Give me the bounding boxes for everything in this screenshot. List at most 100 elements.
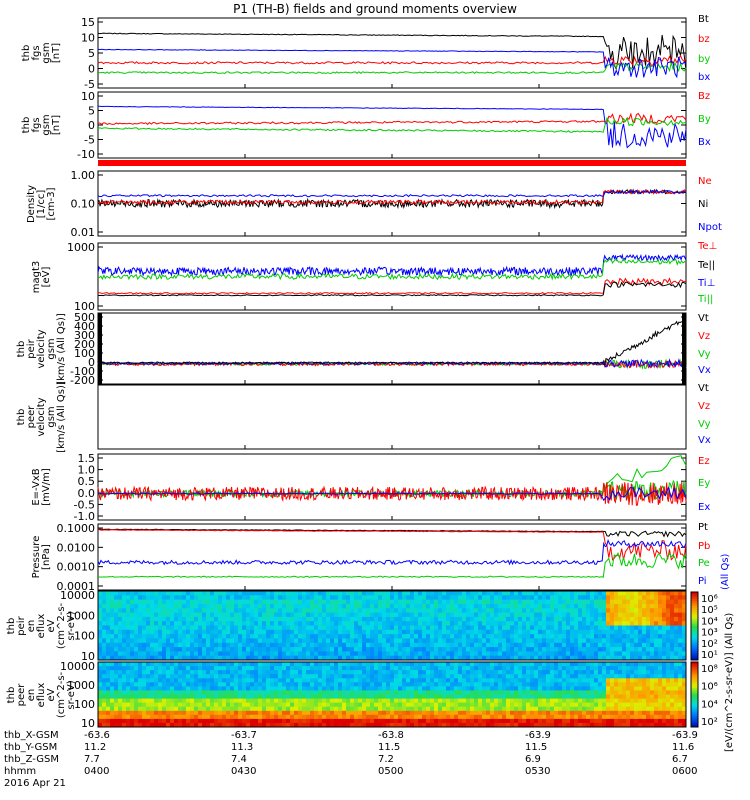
spectrogram-cell xyxy=(182,670,187,675)
spectrogram-cell xyxy=(518,621,523,626)
spectrogram-cell xyxy=(578,612,583,618)
spectrogram-cell xyxy=(438,674,443,679)
series-Pb xyxy=(98,529,687,561)
spectrogram-cell xyxy=(438,722,443,728)
spectrogram-cell xyxy=(354,706,359,712)
spectrogram-cell xyxy=(122,634,127,639)
spectrogram-cell xyxy=(490,666,495,671)
spectrogram-cell xyxy=(562,634,567,639)
spectrogram-cell xyxy=(150,634,155,639)
spectrogram-cell xyxy=(258,698,263,704)
spectrogram-cell xyxy=(674,621,679,626)
spectrogram-cell xyxy=(606,670,611,675)
spectrogram-cell xyxy=(418,706,423,712)
spectrogram-cell xyxy=(470,651,475,657)
spectrogram-cell xyxy=(494,603,499,609)
spectrogram-cell xyxy=(302,662,307,667)
spectrogram-cell xyxy=(178,702,183,708)
spectrogram-cell xyxy=(454,698,459,704)
spectrogram-cell xyxy=(638,603,643,609)
spectrogram-cell xyxy=(114,722,119,728)
spectrogram-cell xyxy=(638,591,643,596)
spectrogram-cell xyxy=(150,686,155,691)
spectrogram-cell xyxy=(430,638,435,644)
spectrogram-cell xyxy=(122,625,127,631)
spectrogram-cell xyxy=(330,612,335,618)
spectrogram-cell xyxy=(502,647,507,652)
spectrogram-cell xyxy=(130,655,135,661)
spectrogram-cell xyxy=(150,616,155,622)
spectrogram-cell xyxy=(186,634,191,639)
spectrogram-cell xyxy=(510,608,515,614)
spectrogram-cell xyxy=(650,718,655,724)
spectrogram-cell xyxy=(582,616,587,622)
spectrogram-cell xyxy=(234,702,239,708)
y-tick-label: 5 xyxy=(88,105,95,118)
spectrogram-cell xyxy=(174,638,179,644)
spectrogram-cell xyxy=(598,655,603,661)
spectrogram-cell xyxy=(554,599,559,605)
spectrogram-cell xyxy=(302,682,307,687)
spectrogram-cell xyxy=(490,625,495,631)
spectrogram-cell xyxy=(618,714,623,720)
spectrogram-cell xyxy=(242,718,247,724)
spectrogram-cell xyxy=(286,647,291,652)
spectrogram-cell xyxy=(538,694,543,700)
spectrogram-cell xyxy=(570,678,575,683)
spectrogram-cell xyxy=(286,603,291,609)
spectrogram-cell xyxy=(210,608,215,614)
spectrogram-cell xyxy=(314,670,319,675)
spectrogram-cell xyxy=(646,666,651,671)
spectrogram-cell xyxy=(446,710,451,716)
spectrogram-cell xyxy=(378,718,383,724)
spectrogram-cell xyxy=(366,638,371,644)
spectrogram-cell xyxy=(538,710,543,716)
spectrogram-cell xyxy=(526,621,531,626)
spectrogram-cell xyxy=(274,670,279,675)
spectrogram-cell xyxy=(422,655,427,661)
spectrogram-cell xyxy=(254,682,259,687)
spectrogram-cell xyxy=(498,702,503,708)
spectrogram-cell xyxy=(626,710,631,716)
spectrogram-cell xyxy=(354,591,359,596)
spectrogram-cell xyxy=(322,655,327,661)
spectrogram-cell xyxy=(158,616,163,622)
spectrogram-cell xyxy=(370,599,375,605)
y-tick-label: -0.5 xyxy=(74,498,95,511)
spectrogram-cell xyxy=(450,714,455,720)
colorbar-cell xyxy=(691,657,698,661)
spectrogram-cell xyxy=(550,616,555,622)
spectrogram-cell xyxy=(486,722,491,728)
spectrogram-cell xyxy=(210,702,215,708)
spectrogram-cell xyxy=(370,608,375,614)
spectrogram-cell xyxy=(218,647,223,652)
spectrogram-cell xyxy=(158,694,163,700)
spectrogram-cell xyxy=(518,666,523,671)
spectrogram-cell xyxy=(114,608,119,614)
spectrogram-cell xyxy=(262,655,267,661)
spectrogram-cell xyxy=(506,710,511,716)
spectrogram-cell xyxy=(442,599,447,605)
spectrogram-cell xyxy=(274,714,279,720)
spectrogram-cell xyxy=(482,616,487,622)
spectrogram-cell xyxy=(246,638,251,644)
spectrogram-cell xyxy=(674,702,679,708)
spectrogram-cell xyxy=(242,686,247,691)
spectrogram-cell xyxy=(670,666,675,671)
spectrogram-cell xyxy=(338,670,343,675)
spectrogram-cell xyxy=(462,690,467,695)
spectrogram-cell xyxy=(346,662,351,667)
spectrogram-cell xyxy=(166,651,171,657)
spectrogram-cell xyxy=(142,616,147,622)
spectrogram-cell xyxy=(350,634,355,639)
spectrogram-cell xyxy=(646,608,651,614)
spectrogram-cell xyxy=(450,612,455,618)
spectrogram-cell xyxy=(590,706,595,712)
spectrogram-cell xyxy=(598,686,603,691)
spectrogram-cell xyxy=(286,621,291,626)
spectrogram-cell xyxy=(422,651,427,657)
spectrogram-cell xyxy=(466,678,471,683)
spectrogram-cell xyxy=(394,694,399,700)
spectrogram-cell xyxy=(590,642,595,648)
spectrogram-cell xyxy=(542,642,547,648)
